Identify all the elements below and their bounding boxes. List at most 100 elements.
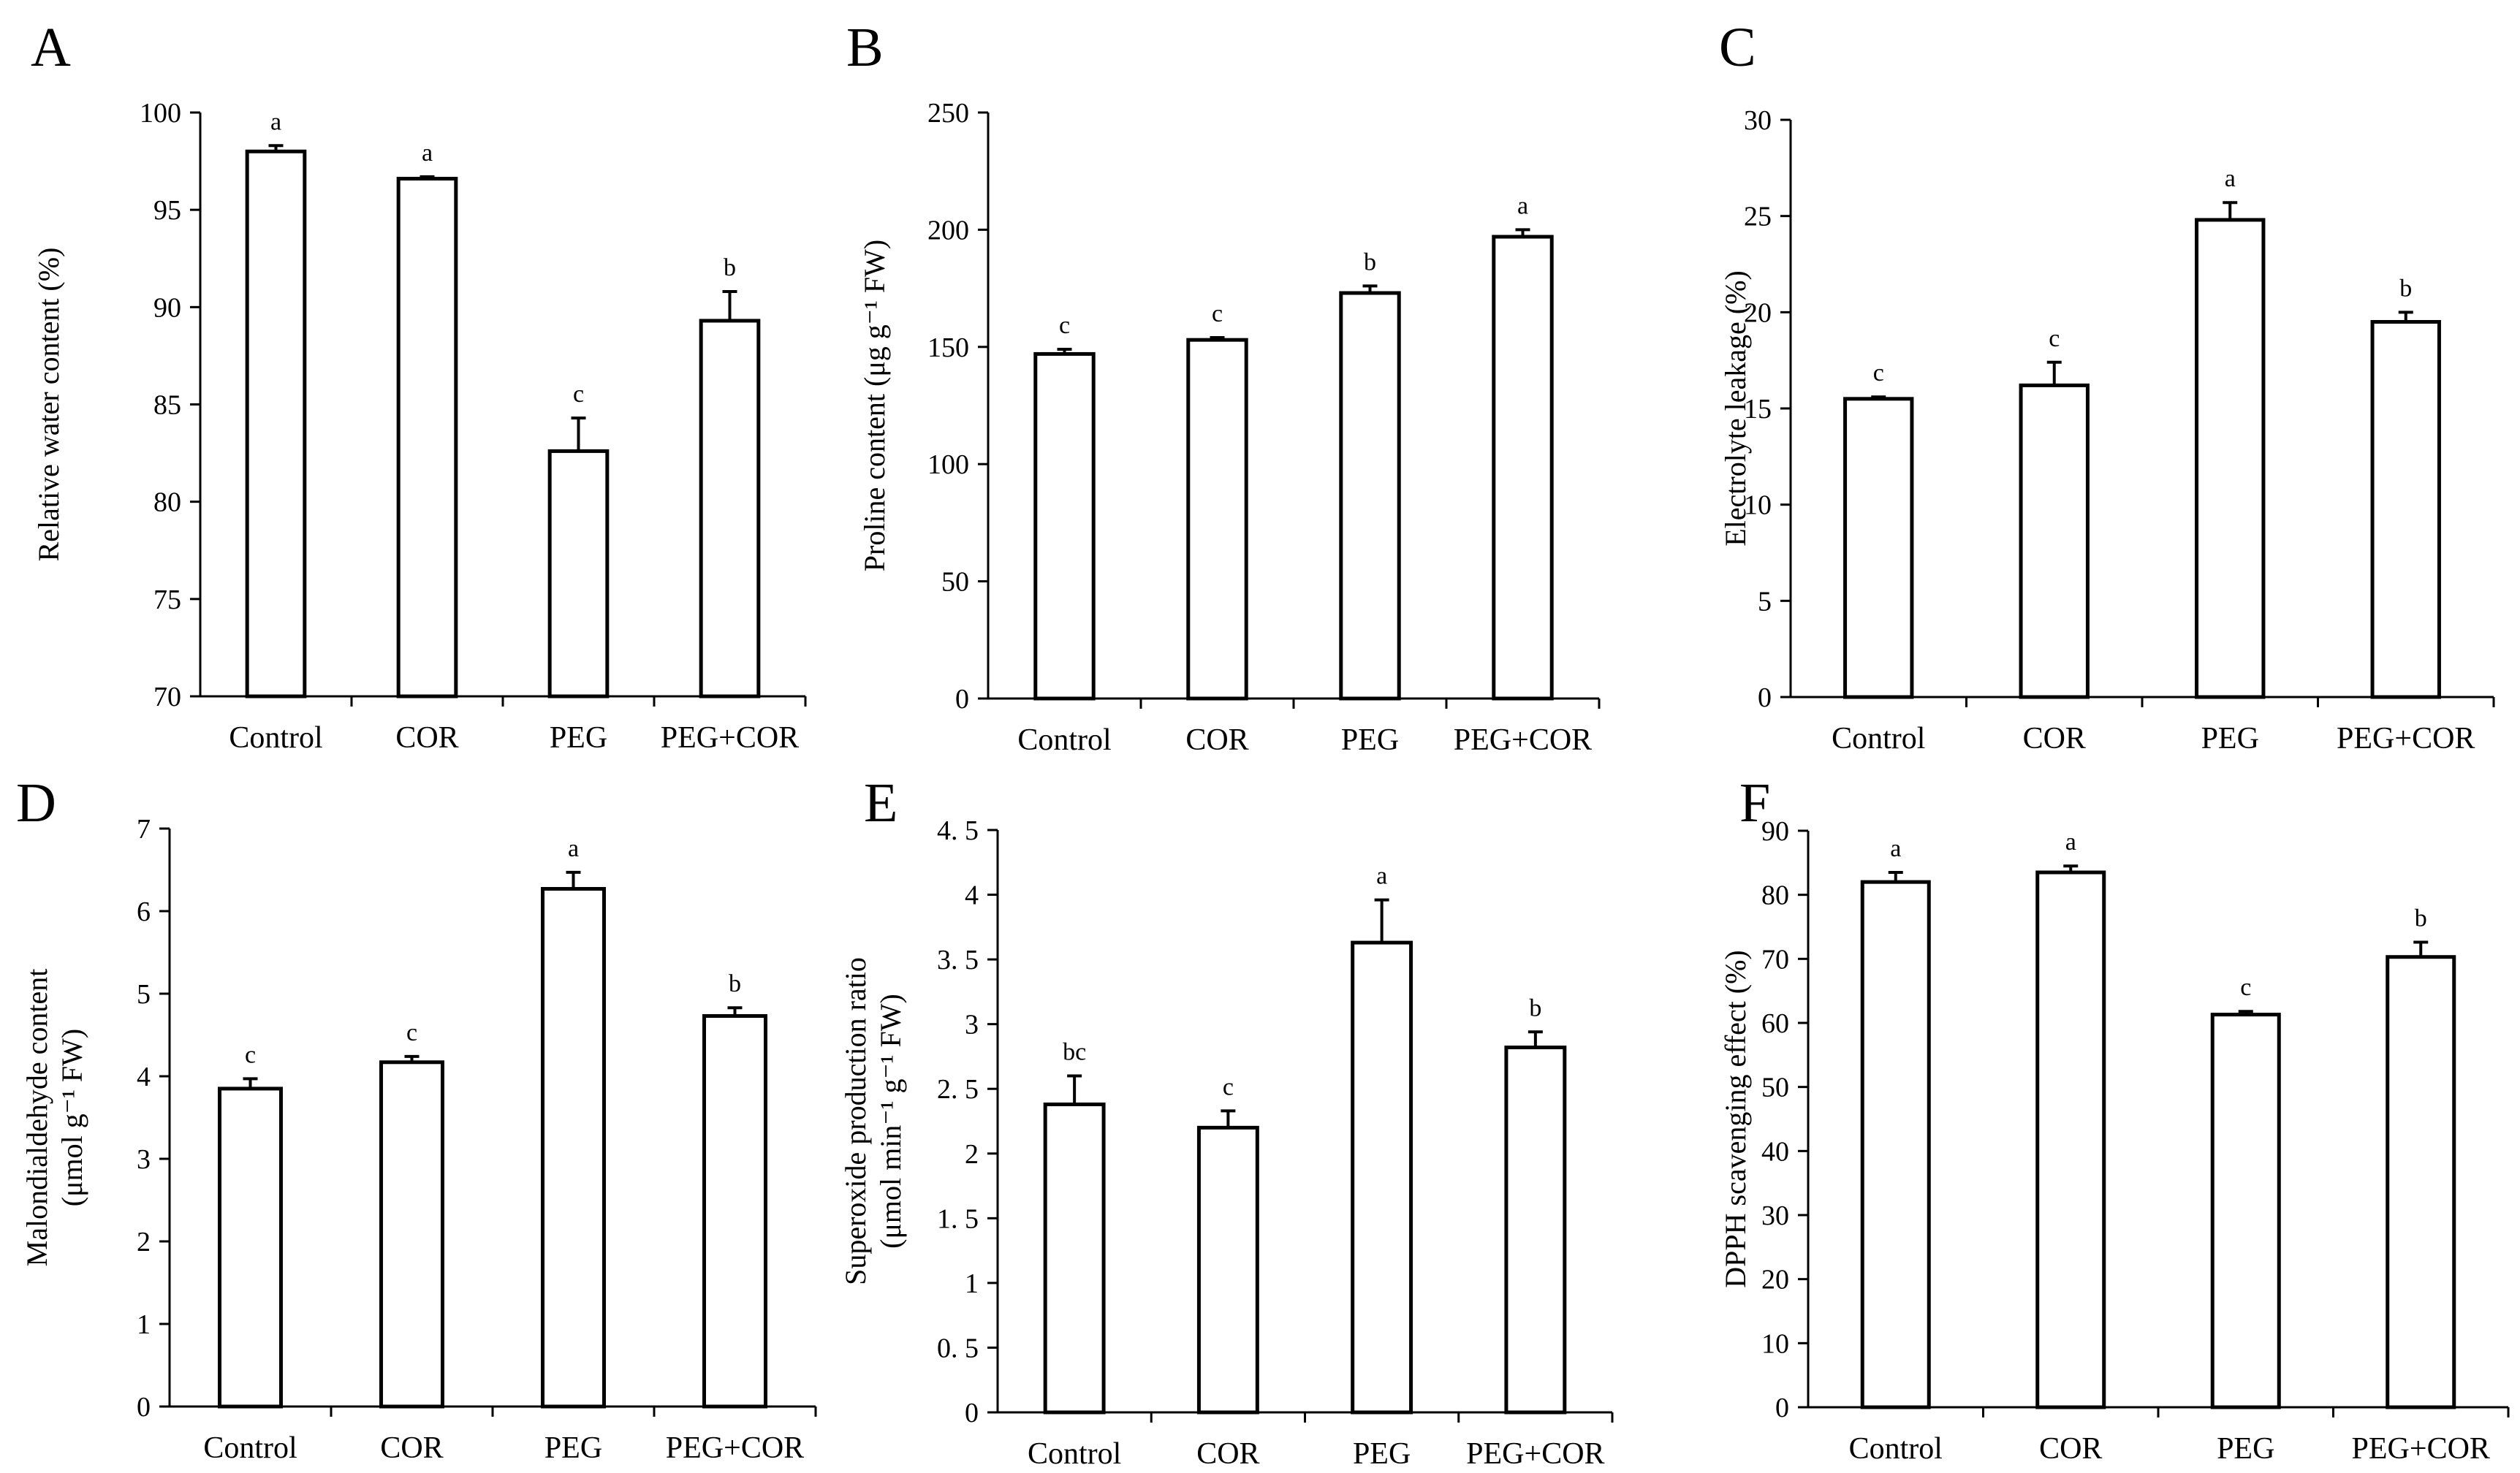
bar-cor [379, 1060, 444, 1409]
y-tick-label: 7 [137, 814, 151, 845]
bar-peg-plus-cor [1504, 1046, 1567, 1415]
y-tick-label: 10 [1744, 490, 1772, 521]
x-category-label: PEG [1341, 723, 1399, 757]
bar-cor [2035, 870, 2106, 1409]
significance-label: c [2049, 325, 2060, 352]
y-tick-label: 2 [965, 1139, 979, 1170]
significance-label: a [1517, 192, 1528, 219]
y-tick-label: 3. 5 [937, 945, 979, 975]
panel-letter: F [1739, 772, 1770, 834]
bar-peg [547, 449, 610, 699]
y-tick-label: 25 [1744, 202, 1772, 232]
x-category-label: PEG+COR [661, 721, 799, 755]
significance-label: c [1223, 1073, 1234, 1100]
bar-cor [1186, 338, 1248, 701]
bar-peg-plus-cor [1492, 235, 1554, 701]
y-tick-label: 30 [1761, 1200, 1789, 1231]
x-category-label: COR [395, 721, 458, 755]
bar-peg [541, 886, 606, 1409]
y-tick-label: 4. 5 [937, 815, 979, 846]
y-axis-title: Malondialdehyde content [20, 969, 53, 1267]
y-tick-label: 3 [965, 1010, 979, 1040]
y-tick-label: 1. 5 [937, 1203, 979, 1234]
significance-label: b [724, 254, 736, 281]
bar-control [1860, 880, 1931, 1409]
y-tick-label: 80 [153, 487, 181, 518]
x-category-label: PEG+COR [2337, 722, 2475, 755]
y-axis-title: Relative water content (%) [32, 248, 65, 562]
panel-B: B 0 50 100 150 200 250 c Control c COR b PEG a PEG+COR… [846, 17, 1601, 757]
bar-control [218, 1086, 283, 1409]
bar-peg [1339, 291, 1401, 701]
y-tick-label: 80 [1761, 880, 1789, 911]
y-tick-label: 1 [965, 1268, 979, 1299]
x-category-label: PEG+COR [2352, 1432, 2490, 1466]
panel-letter: B [846, 17, 884, 78]
y-tick-label: 95 [153, 195, 181, 226]
y-tick-label: 2. 5 [937, 1074, 979, 1105]
significance-label: b [1364, 248, 1376, 275]
y-tick-label: 90 [1761, 816, 1789, 847]
x-category-label: COR [2023, 722, 2086, 755]
y-tick-label: 0 [1758, 682, 1772, 713]
x-category-label: Control [229, 721, 322, 755]
significance-label: c [2240, 974, 2251, 1001]
x-category-label: COR [1185, 723, 1248, 757]
significance-label: c [406, 1019, 417, 1046]
y-axis-title: (μmol min⁻¹ g⁻¹ FW) [874, 994, 907, 1249]
significance-label: a [422, 140, 433, 167]
significance-label: c [245, 1041, 256, 1068]
x-category-label: PEG+COR [1454, 723, 1592, 757]
y-tick-label: 1 [137, 1309, 151, 1340]
x-category-label: PEG+COR [1466, 1437, 1604, 1471]
bar-cor [1196, 1125, 1259, 1415]
y-tick-label: 30 [1744, 105, 1772, 136]
bar-control [245, 149, 307, 699]
y-tick-label: 5 [137, 979, 151, 1010]
significance-label: b [1529, 994, 1541, 1021]
bar-peg-plus-cor [2386, 955, 2456, 1409]
y-tick-label: 85 [153, 390, 181, 421]
x-category-label: COR [1196, 1437, 1259, 1471]
y-tick-label: 90 [153, 292, 181, 323]
y-axis-title: Superoxide production ratio [839, 957, 872, 1285]
y-tick-label: 200 [927, 215, 969, 246]
y-tick-label: 20 [1744, 297, 1772, 328]
bar-cor [396, 177, 458, 699]
bar-peg [1351, 940, 1413, 1415]
y-tick-label: 0 [137, 1392, 151, 1423]
panel-E: E 0 0. 5 1 1. 5 2 2. 5 3 3. 5 4 4. 5 bc Control c COR a… [839, 772, 1614, 1471]
y-axis-title: DPPH scavenging effect (%) [1719, 950, 1752, 1287]
significance-label: b [2399, 275, 2412, 302]
y-tick-label: 70 [1761, 944, 1789, 975]
bar-cor [2019, 383, 2090, 699]
y-tick-label: 15 [1744, 394, 1772, 425]
x-category-label: PEG [2217, 1432, 2274, 1466]
y-tick-label: 6 [137, 897, 151, 927]
y-axis-title: Electrolyte leakage (%) [1719, 270, 1752, 547]
y-tick-label: 75 [153, 585, 181, 615]
bar-peg [2195, 218, 2266, 699]
bar-peg-plus-cor [702, 1014, 767, 1409]
y-tick-label: 2 [137, 1227, 151, 1257]
significance-label: bc [1063, 1039, 1086, 1066]
panel-F: F 0 10 20 30 40 50 60 70 80 90 a Control a COR c PEG b PEG… [1719, 772, 2510, 1466]
y-tick-label: 3 [137, 1144, 151, 1175]
bar-peg-plus-cor [699, 319, 761, 699]
y-tick-label: 70 [153, 682, 181, 712]
y-tick-label: 100 [140, 98, 181, 129]
y-tick-label: 60 [1761, 1008, 1789, 1039]
panel-C: C 0 5 10 15 20 25 30 c Control c COR a PEG b PEG+COR Ele… [1719, 17, 2495, 755]
significance-label: a [1376, 863, 1387, 890]
y-tick-label: 40 [1761, 1136, 1789, 1167]
panel-letter: C [1719, 17, 1756, 78]
y-tick-label: 4 [965, 880, 979, 911]
y-tick-label: 4 [137, 1062, 151, 1092]
bar-control [1843, 397, 1914, 699]
x-category-label: Control [203, 1431, 297, 1465]
significance-label: b [729, 970, 741, 997]
y-tick-label: 50 [1761, 1073, 1789, 1103]
y-tick-label: 0 [1775, 1393, 1789, 1423]
y-tick-label: 5 [1758, 586, 1772, 617]
